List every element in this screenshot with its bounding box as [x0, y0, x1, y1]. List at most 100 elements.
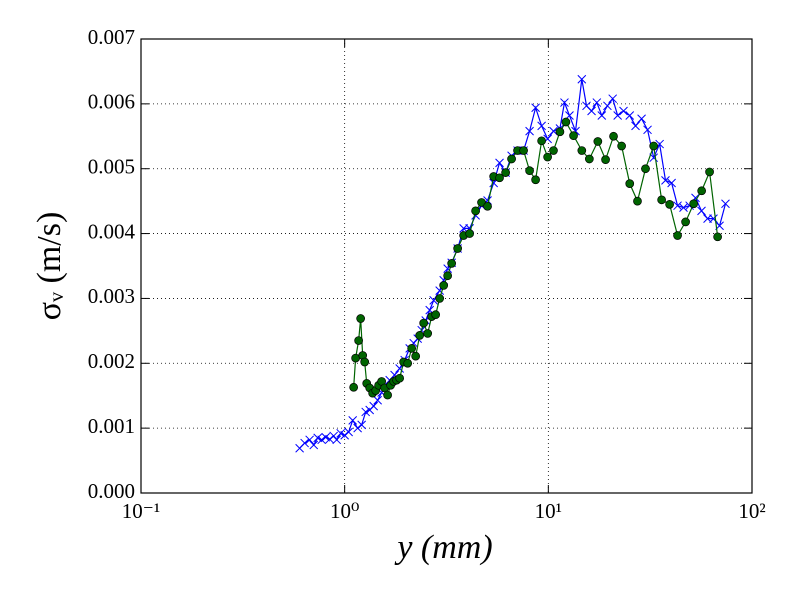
marker [471, 206, 480, 216]
marker [597, 111, 607, 120]
marker [661, 176, 670, 185]
marker [407, 344, 417, 353]
marker [415, 331, 425, 340]
marker [667, 178, 676, 188]
marker [543, 152, 552, 162]
marker [495, 173, 504, 183]
marker [354, 336, 363, 345]
y-tick-label: 0.001 [88, 414, 135, 438]
marker [531, 175, 540, 185]
marker [348, 416, 358, 425]
marker [617, 141, 626, 151]
y-tick-label: 0.003 [88, 284, 135, 308]
marker [305, 435, 314, 445]
marker [619, 106, 628, 116]
marker [477, 198, 486, 207]
marker [643, 125, 652, 135]
y-tick-label: 0.000 [88, 479, 135, 503]
marker [419, 318, 429, 328]
marker [601, 155, 610, 164]
marker [592, 98, 602, 107]
marker [495, 158, 504, 168]
marker [356, 314, 365, 323]
marker [608, 94, 618, 104]
marker [507, 154, 516, 164]
marker [560, 98, 569, 107]
plot-frame [140, 38, 753, 494]
marker [465, 229, 474, 238]
marker [537, 121, 546, 131]
marker [697, 206, 706, 216]
y-tick-label: 0.005 [88, 155, 135, 179]
x-tick-label: 10⁰ [330, 499, 359, 523]
marker [613, 111, 623, 120]
marker [373, 395, 383, 405]
x-tick-label: 10⁻¹ [122, 499, 160, 523]
x-tick-label: 10² [738, 499, 765, 523]
marker [587, 106, 596, 116]
marker [383, 390, 392, 400]
marker [569, 131, 578, 140]
marker [649, 141, 659, 151]
marker [637, 114, 646, 124]
y-axis-label: σᵥ (m/s) [31, 212, 68, 321]
marker [317, 435, 327, 445]
marker [369, 401, 379, 411]
marker [721, 199, 730, 209]
marker [673, 231, 682, 240]
marker [411, 351, 421, 361]
marker [681, 217, 690, 227]
marker [349, 382, 359, 392]
marker [705, 167, 714, 177]
marker [423, 329, 433, 338]
marker [403, 358, 413, 368]
marker [577, 146, 587, 155]
y-tick-label: 0.006 [88, 90, 135, 114]
y-tick-label: 0.007 [88, 25, 135, 49]
marker [483, 201, 492, 211]
marker [641, 164, 650, 174]
y-tick-label: 0.002 [88, 349, 135, 373]
marker [555, 127, 565, 137]
marker [395, 373, 405, 383]
marker [360, 357, 370, 367]
marker [443, 271, 453, 281]
marker [679, 203, 688, 212]
marker [585, 154, 594, 164]
marker [525, 126, 534, 136]
marker [537, 136, 546, 146]
marker [519, 146, 528, 155]
marker [549, 146, 558, 155]
marker [609, 131, 618, 141]
marker [357, 420, 367, 430]
marker [531, 103, 540, 113]
marker [332, 435, 342, 445]
marker [525, 166, 534, 176]
marker [340, 430, 350, 440]
marker [329, 431, 339, 441]
marker [353, 423, 362, 433]
x-tick-label: 10¹ [535, 499, 562, 523]
marker [625, 111, 635, 120]
marker [447, 259, 457, 268]
series-line [299, 79, 727, 449]
x-axis-label: y (mm) [394, 529, 492, 566]
marker [325, 434, 335, 444]
marker [300, 438, 309, 448]
marker [625, 179, 635, 188]
marker [665, 200, 674, 209]
marker [657, 195, 666, 205]
marker [431, 310, 441, 319]
marker [631, 121, 640, 131]
marker [344, 427, 353, 437]
marker [439, 281, 449, 290]
marker [501, 168, 510, 177]
marker [697, 186, 707, 196]
marker [633, 196, 642, 206]
marker [689, 199, 698, 209]
marker [577, 74, 587, 84]
marker [435, 294, 445, 303]
y-tick-label: 0.004 [88, 219, 136, 243]
